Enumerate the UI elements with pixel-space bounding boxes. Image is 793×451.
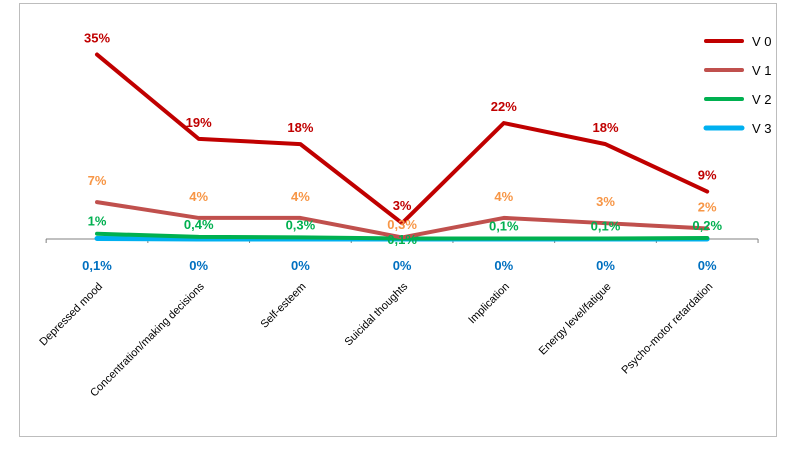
legend-label: V 3 [752,121,772,136]
data-label: 0,3% [387,217,417,232]
data-label: 4% [189,189,208,204]
x-tick-label: Depressed mood [37,281,105,349]
series-line-0 [95,52,710,226]
data-label: 3% [393,198,412,213]
series-layer [94,52,710,242]
data-label-layer: 35% 19% 18% 3% 22% 18% 9% 7% 4% 4% 0,3% 4% 3% 2% 1% 0,4… [82,31,722,273]
data-label: 19% [186,115,212,130]
data-label: 0,4% [184,217,214,232]
data-label: 0,1% [387,232,417,247]
data-label: 0% [393,258,412,273]
data-label: 1% [88,214,107,229]
series-line-1 [95,200,710,240]
data-label: 2% [698,199,717,214]
data-label: 0% [291,258,310,273]
x-tick-label: Psycho-motor retardation [620,281,716,377]
legend-label: V 2 [752,92,772,107]
x-tick-label: Concentration/making decisions [88,280,207,399]
x-tick-label: Implication [466,281,512,327]
legend-label: V 0 [752,34,772,49]
data-label: 3% [596,194,615,209]
data-label: 0,1% [489,218,519,233]
x-tick-label: Energy level/fatigue [537,281,614,358]
data-label: 0% [189,258,208,273]
x-tick-label: Self-esteem [259,281,309,331]
x-tick-label: Suicidal thoughts [342,280,410,348]
data-label: 4% [291,189,310,204]
data-label: 18% [592,120,618,135]
data-label: 7% [88,173,107,188]
data-label: 4% [494,189,513,204]
legend: V 0 V 1 V 2 V 3 [703,34,772,136]
legend-label: V 1 [752,63,772,78]
data-label: 22% [491,99,517,114]
data-label: 0% [494,258,513,273]
data-label: 0,1% [591,218,621,233]
data-label: 35% [84,31,110,46]
data-label: 9% [698,168,717,183]
data-label: 0,1% [82,258,112,273]
data-label: 0% [698,258,717,273]
data-label: 0% [596,258,615,273]
data-label: 0,2% [692,218,722,233]
data-label: 18% [287,120,313,135]
data-label: 0,3% [286,217,316,232]
